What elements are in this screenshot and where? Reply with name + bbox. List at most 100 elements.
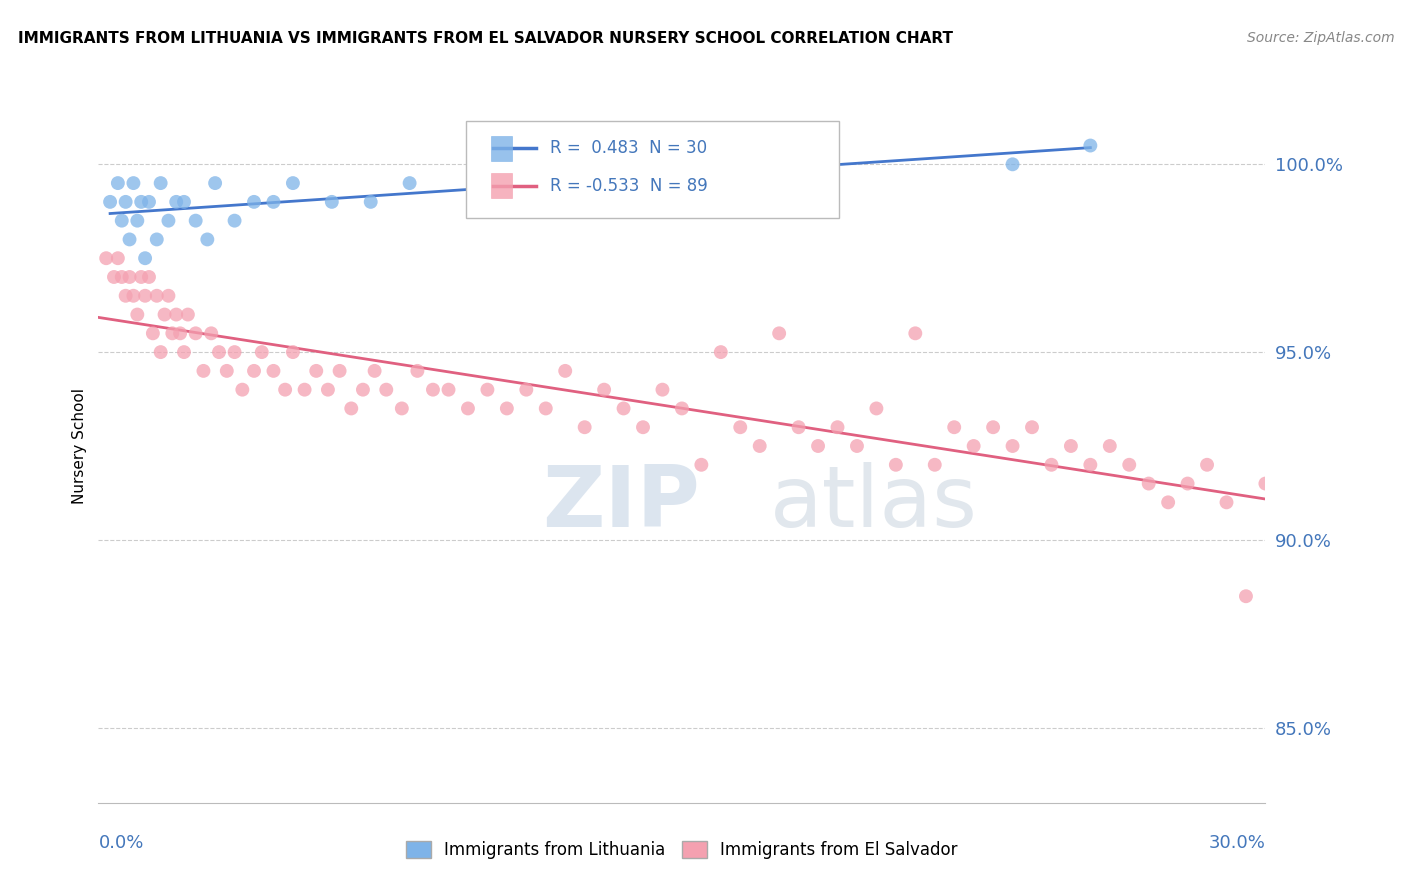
Point: [574, 420, 596, 434]
Point: [153, 308, 176, 322]
Point: [122, 176, 145, 190]
Point: [129, 270, 152, 285]
Point: [710, 345, 733, 359]
Point: [173, 194, 195, 209]
Point: [1118, 458, 1140, 472]
Point: [114, 194, 136, 209]
Point: [316, 383, 339, 397]
Point: [671, 401, 693, 416]
Point: [262, 194, 284, 209]
Point: [981, 420, 1004, 434]
Point: [398, 176, 420, 190]
Text: atlas: atlas: [769, 461, 977, 545]
Point: [496, 401, 519, 416]
Point: [748, 439, 770, 453]
Point: [375, 383, 398, 397]
Point: [200, 326, 222, 341]
Point: [1195, 458, 1218, 472]
Point: [865, 401, 887, 416]
Point: [134, 289, 156, 303]
Point: [138, 194, 160, 209]
Point: [904, 326, 927, 341]
Point: [157, 289, 180, 303]
Y-axis label: Nursery School: Nursery School: [72, 388, 87, 504]
Point: [1001, 439, 1024, 453]
Point: [165, 308, 187, 322]
Text: 0.0%: 0.0%: [98, 834, 143, 852]
Point: [321, 194, 343, 209]
Point: [1254, 476, 1277, 491]
Point: [631, 420, 654, 434]
Point: [768, 326, 790, 341]
Point: [554, 364, 576, 378]
Point: [118, 232, 141, 246]
Text: ZIP: ZIP: [541, 461, 700, 545]
Point: [142, 326, 165, 341]
Point: [1157, 495, 1180, 509]
Point: [1001, 157, 1024, 171]
Point: [146, 232, 169, 246]
Point: [195, 232, 218, 246]
Point: [1137, 476, 1160, 491]
Point: [224, 213, 246, 227]
Point: [146, 289, 169, 303]
Point: [281, 176, 304, 190]
Point: [1294, 514, 1316, 528]
Point: [651, 383, 673, 397]
Point: [1021, 420, 1043, 434]
Point: [184, 326, 207, 341]
Point: [1098, 439, 1121, 453]
Point: [107, 176, 129, 190]
Point: [1040, 458, 1063, 472]
Point: [149, 345, 172, 359]
Point: [103, 270, 125, 285]
FancyBboxPatch shape: [465, 121, 839, 218]
Point: [96, 251, 118, 265]
Point: [612, 401, 634, 416]
Point: [827, 420, 849, 434]
Point: [165, 194, 187, 209]
Point: [294, 383, 316, 397]
Point: [274, 383, 297, 397]
Point: [962, 439, 984, 453]
Legend: Immigrants from Lithuania, Immigrants from El Salvador: Immigrants from Lithuania, Immigrants fr…: [399, 834, 965, 866]
Text: R = -0.533  N = 89: R = -0.533 N = 89: [550, 177, 707, 194]
Point: [262, 364, 284, 378]
Point: [352, 383, 374, 397]
Point: [122, 289, 145, 303]
Point: [114, 289, 136, 303]
Point: [305, 364, 328, 378]
Point: [169, 326, 191, 341]
Point: [134, 251, 156, 265]
Point: [127, 213, 149, 227]
Point: [884, 458, 907, 472]
Point: [730, 420, 752, 434]
Point: [162, 326, 184, 341]
Point: [593, 383, 616, 397]
Point: [391, 401, 413, 416]
Point: [671, 157, 693, 171]
Point: [1177, 476, 1199, 491]
Point: [98, 194, 121, 209]
Point: [243, 364, 266, 378]
Point: [363, 364, 385, 378]
Point: [924, 458, 946, 472]
Point: [193, 364, 215, 378]
Point: [177, 308, 200, 322]
Point: [457, 401, 479, 416]
Point: [138, 270, 160, 285]
FancyBboxPatch shape: [491, 136, 512, 161]
Point: [943, 420, 966, 434]
Text: Source: ZipAtlas.com: Source: ZipAtlas.com: [1247, 31, 1395, 45]
Point: [215, 364, 238, 378]
Point: [477, 176, 499, 190]
Point: [111, 270, 134, 285]
Point: [1274, 495, 1296, 509]
Point: [111, 213, 134, 227]
FancyBboxPatch shape: [491, 173, 512, 198]
Point: [807, 439, 830, 453]
Point: [129, 194, 152, 209]
Point: [787, 420, 810, 434]
Point: [1215, 495, 1237, 509]
Point: [107, 251, 129, 265]
